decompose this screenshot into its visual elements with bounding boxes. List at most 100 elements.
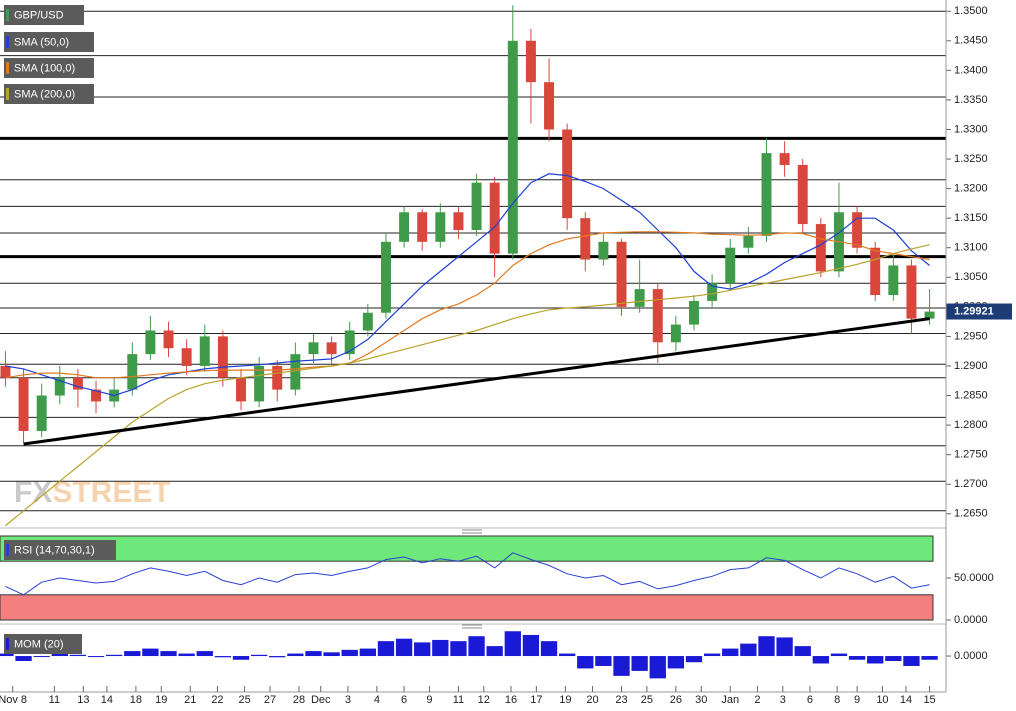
x-tick-label: 17 bbox=[530, 694, 542, 706]
mom-bar bbox=[649, 656, 666, 679]
candle-body bbox=[181, 348, 192, 366]
x-tick-label: 6 bbox=[807, 694, 813, 706]
mom-bar bbox=[577, 656, 594, 669]
y-tick-label: 1.2950 bbox=[954, 330, 988, 342]
y-tick-label: 1.3100 bbox=[954, 242, 988, 254]
pane-handle[interactable] bbox=[462, 624, 482, 629]
mom-bar bbox=[87, 656, 105, 658]
candle-body bbox=[254, 365, 265, 402]
candle-body bbox=[525, 40, 536, 83]
y-tick-label: 1.3350 bbox=[954, 94, 988, 106]
mom-bar bbox=[106, 654, 123, 657]
candle-body bbox=[797, 164, 808, 225]
x-tick-label: Jan bbox=[721, 694, 739, 706]
mom-bar bbox=[269, 656, 286, 658]
legend-box bbox=[4, 84, 94, 104]
candle-body bbox=[326, 342, 337, 355]
mom-bar bbox=[685, 656, 703, 663]
candle-body bbox=[127, 354, 138, 390]
candle-body bbox=[417, 212, 428, 242]
mom-bar bbox=[522, 634, 540, 657]
x-tick-label: 19 bbox=[155, 694, 167, 706]
candle-body bbox=[72, 377, 83, 390]
pane-handle[interactable] bbox=[462, 529, 482, 534]
x-tick-label: 30 bbox=[695, 694, 707, 706]
mom-bar bbox=[359, 648, 376, 657]
y-tick-label: 1.2750 bbox=[954, 449, 988, 461]
x-tick-label: 18 bbox=[130, 694, 142, 706]
x-tick-label: 14 bbox=[101, 694, 113, 706]
mom-bar bbox=[504, 631, 521, 657]
mom-bar bbox=[232, 656, 250, 660]
mom-bar bbox=[848, 656, 866, 660]
candle-body bbox=[91, 389, 102, 402]
x-tick-label: 14 bbox=[900, 694, 912, 706]
x-tick-label: 21 bbox=[184, 694, 196, 706]
mom-bar bbox=[305, 651, 322, 657]
legend-swatch bbox=[6, 88, 9, 100]
x-tick-label: 8 bbox=[834, 694, 840, 706]
mom-bar bbox=[921, 656, 938, 660]
y-tick-label: 1.3300 bbox=[954, 123, 988, 135]
candle-body bbox=[815, 224, 826, 272]
legend-box bbox=[4, 58, 94, 78]
mom-bar bbox=[722, 648, 739, 657]
legend-label: SMA (50,0) bbox=[14, 36, 69, 48]
candle-body bbox=[0, 365, 11, 378]
candle-body bbox=[18, 377, 29, 431]
candle-body bbox=[217, 336, 228, 378]
mom-bar bbox=[540, 641, 558, 657]
x-tick-label: 11 bbox=[49, 694, 60, 706]
oversold-zone bbox=[0, 594, 934, 621]
y-tick-label: 1.3250 bbox=[954, 153, 988, 165]
x-tick-label: 10 bbox=[876, 694, 888, 706]
y-tick-label: 1.2700 bbox=[954, 478, 988, 490]
mom-bar bbox=[703, 653, 721, 657]
x-tick-label: 9 bbox=[426, 694, 432, 706]
rsi-line bbox=[5, 552, 930, 596]
x-tick-label: 15 bbox=[923, 694, 935, 706]
candle-body bbox=[272, 365, 283, 390]
mom-bar bbox=[214, 656, 232, 658]
legend-swatch bbox=[6, 62, 9, 74]
x-tick-label: 20 bbox=[586, 694, 598, 706]
mom-bar bbox=[631, 656, 648, 671]
y-tick-label: 1.3150 bbox=[954, 212, 988, 224]
candle-body bbox=[707, 283, 718, 301]
mom-bar bbox=[69, 654, 87, 657]
candle-body bbox=[544, 82, 555, 130]
mom-bar bbox=[178, 653, 195, 657]
legend-swatch bbox=[6, 36, 9, 48]
mom-bar bbox=[414, 642, 431, 657]
candle-body bbox=[670, 324, 681, 343]
x-tick-label: 3 bbox=[345, 694, 351, 706]
x-tick-label: 19 bbox=[559, 694, 571, 706]
mom-bar bbox=[51, 653, 68, 657]
mom-bar bbox=[287, 653, 304, 657]
candle-body bbox=[236, 377, 246, 402]
overbought-zone bbox=[0, 535, 934, 562]
legend-swatch bbox=[6, 638, 9, 650]
legend-swatch bbox=[6, 9, 9, 21]
y-tick-label: 1.3200 bbox=[954, 183, 988, 195]
x-tick-label: 25 bbox=[641, 694, 653, 706]
x-tick-label: 27 bbox=[264, 694, 276, 706]
candle-body bbox=[344, 330, 355, 355]
x-tick-label: 22 bbox=[211, 694, 223, 706]
mom-bar bbox=[395, 638, 413, 657]
mom-bar bbox=[196, 651, 213, 657]
candle-body bbox=[562, 129, 573, 219]
legend-swatch bbox=[6, 544, 9, 556]
last-price-tag bbox=[946, 303, 1012, 320]
y-tick-label: 1.3500 bbox=[954, 5, 988, 17]
mom-bar bbox=[486, 646, 503, 657]
mom-bar bbox=[432, 639, 449, 657]
legend-label: MOM (20) bbox=[14, 638, 64, 650]
y-tick-label: 50.0000 bbox=[954, 572, 994, 584]
x-tick-label: 11 bbox=[453, 694, 464, 706]
legend-label: SMA (100,0) bbox=[14, 62, 75, 74]
legend-box bbox=[4, 634, 82, 654]
mom-bar bbox=[667, 656, 685, 669]
last-price-label: 1.29921 bbox=[954, 305, 994, 317]
